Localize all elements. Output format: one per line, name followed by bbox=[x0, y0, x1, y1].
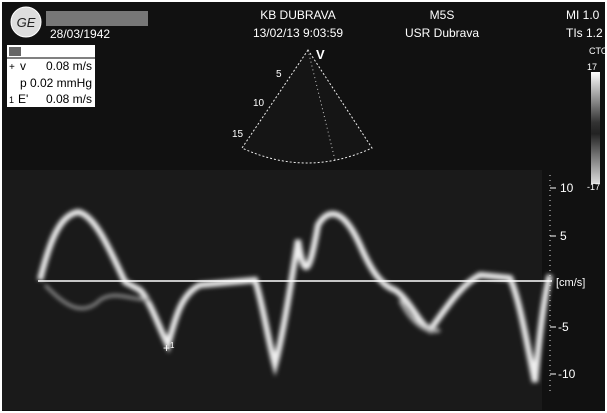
scale-unit: [cm/s] bbox=[556, 277, 585, 289]
scale-label: -5 bbox=[558, 320, 569, 334]
datetime: 13/02/13 9:03:59 bbox=[253, 26, 343, 40]
doppler-area bbox=[2, 170, 542, 410]
row-value: 0.02 mmHg bbox=[30, 76, 92, 90]
scale-label: 5 bbox=[560, 229, 567, 243]
row-marker: + bbox=[9, 62, 15, 73]
probe: M5S bbox=[430, 8, 455, 22]
depth-label: 5 bbox=[276, 69, 282, 80]
row-value: 0.08 m/s bbox=[46, 59, 92, 73]
row-label: v bbox=[20, 59, 26, 73]
mi: MI 1.0 bbox=[566, 8, 600, 22]
caliper-label: 1 bbox=[170, 341, 175, 350]
tis: TIs 1.2 bbox=[566, 26, 603, 40]
box-bg bbox=[7, 45, 95, 107]
hospital: KB DUBRAVA bbox=[260, 8, 336, 22]
focus-label: V bbox=[316, 47, 325, 62]
depth-label: 10 bbox=[253, 98, 265, 109]
box-icon bbox=[9, 47, 21, 56]
sector-outline bbox=[241, 49, 373, 164]
logo-text: GE bbox=[17, 15, 36, 30]
measurement-box: + v 0.08 m/s p 0.02 mmHg 1 E' 0.08 m/s bbox=[7, 45, 95, 107]
color-bar bbox=[591, 72, 600, 184]
row-value: 0.08 m/s bbox=[46, 92, 92, 106]
scale-label: 10 bbox=[560, 181, 574, 195]
doppler-waveform bbox=[37, 208, 553, 383]
velocity-scale: 10 5 [cm/s] -5 -10 bbox=[549, 175, 585, 395]
colorbar-label: CTO bbox=[589, 46, 607, 56]
logo bbox=[10, 6, 42, 38]
depth-label: 15 bbox=[232, 129, 244, 140]
row-label: E' bbox=[18, 92, 28, 106]
cursor-line bbox=[307, 49, 336, 161]
colorbar-max: 17 bbox=[587, 62, 597, 72]
colorbar-min: -17 bbox=[587, 182, 600, 192]
row-label: p bbox=[20, 76, 27, 90]
row-marker: 1 bbox=[9, 95, 14, 105]
caliper-cross: + bbox=[163, 341, 170, 355]
redacted-name bbox=[46, 11, 148, 26]
scale-label: -10 bbox=[558, 367, 576, 381]
user: USR Dubrava bbox=[405, 26, 479, 40]
patient-dob: 28/03/1942 bbox=[50, 27, 110, 41]
sector: V 5 10 15 bbox=[232, 47, 373, 164]
